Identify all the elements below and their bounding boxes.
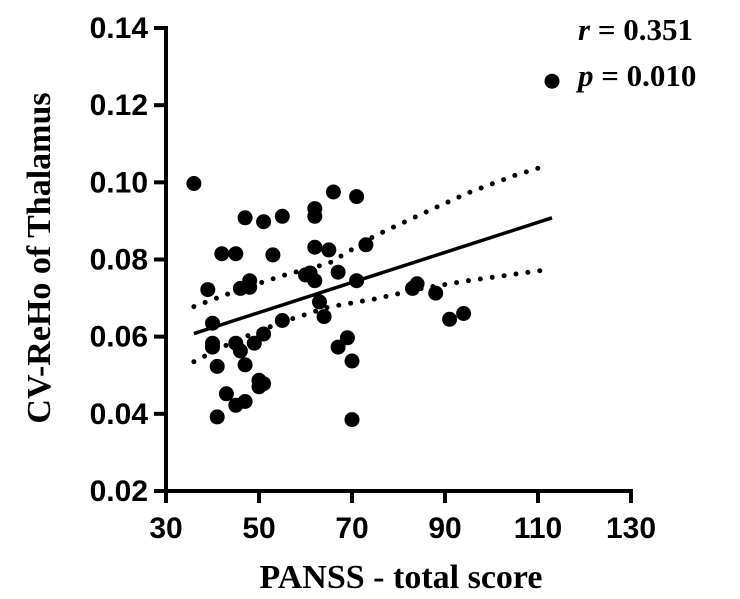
data-point bbox=[312, 294, 327, 310]
ticks: 0.02 0.04 0.06 0.08 0.10 0.12 0.14 30 50 70 90 110 1… bbox=[90, 12, 656, 545]
data-point bbox=[228, 246, 244, 262]
y-tick-label: 0.14 bbox=[90, 12, 149, 45]
confidence-band-lower bbox=[191, 267, 546, 365]
data-point bbox=[205, 315, 220, 331]
p-variable: p bbox=[575, 58, 594, 93]
data-point bbox=[307, 208, 323, 224]
data-point bbox=[274, 208, 290, 224]
data-point bbox=[274, 313, 290, 328]
data-point bbox=[218, 386, 234, 402]
data-point bbox=[256, 214, 272, 230]
y-tick-label: 0.08 bbox=[90, 244, 148, 277]
y-axis-title: CV-ReHo of Thalamus bbox=[21, 92, 58, 423]
data-point bbox=[442, 311, 458, 327]
data-point bbox=[214, 246, 230, 262]
x-tick-label: 90 bbox=[428, 512, 461, 545]
data-point bbox=[265, 247, 281, 263]
data-point bbox=[200, 282, 216, 298]
p-value: = 0.010 bbox=[594, 58, 697, 93]
y-tick-label: 0.04 bbox=[90, 398, 149, 431]
data-point bbox=[246, 335, 262, 351]
r-variable: r bbox=[578, 12, 591, 47]
data-point bbox=[256, 326, 272, 342]
x-tick-label: 50 bbox=[242, 512, 275, 545]
data-point bbox=[344, 353, 360, 369]
plot-area bbox=[186, 73, 560, 428]
data-point bbox=[237, 357, 253, 373]
x-tick-label: 70 bbox=[335, 512, 368, 545]
y-tick-label: 0.06 bbox=[90, 321, 148, 354]
data-point bbox=[186, 176, 202, 191]
data-point bbox=[232, 343, 248, 359]
data-point bbox=[544, 73, 560, 89]
x-tick-label: 30 bbox=[149, 512, 182, 545]
data-point bbox=[242, 279, 258, 295]
data-point bbox=[321, 242, 337, 258]
x-axis-title: PANSS - total score bbox=[260, 559, 543, 596]
data-point bbox=[339, 330, 355, 346]
data-point bbox=[409, 276, 425, 292]
data-point bbox=[256, 376, 272, 392]
data-point bbox=[349, 189, 365, 205]
data-point bbox=[456, 306, 472, 321]
data-point bbox=[205, 339, 220, 355]
p-value-annotation: p = 0.010 bbox=[575, 58, 696, 93]
y-tick-label: 0.10 bbox=[90, 166, 148, 199]
data-point bbox=[344, 412, 360, 428]
data-point bbox=[330, 339, 346, 355]
data-point bbox=[330, 264, 346, 280]
y-tick-label: 0.12 bbox=[90, 89, 148, 122]
data-point bbox=[428, 285, 444, 301]
data-point bbox=[307, 273, 323, 289]
data-point bbox=[349, 273, 365, 289]
data-point bbox=[316, 309, 332, 325]
data-point bbox=[237, 394, 253, 409]
data-point bbox=[325, 184, 341, 200]
y-tick-label: 0.02 bbox=[90, 475, 148, 508]
data-point bbox=[209, 409, 225, 425]
x-tick-label: 110 bbox=[514, 512, 562, 545]
r-value: = 0.351 bbox=[590, 12, 693, 47]
data-point bbox=[237, 210, 253, 226]
data-point bbox=[358, 237, 374, 253]
data-point bbox=[209, 358, 225, 374]
data-point bbox=[307, 239, 323, 255]
x-tick-label: 130 bbox=[606, 512, 656, 545]
regression-line bbox=[193, 216, 553, 336]
r-value-annotation: r = 0.351 bbox=[578, 12, 693, 47]
